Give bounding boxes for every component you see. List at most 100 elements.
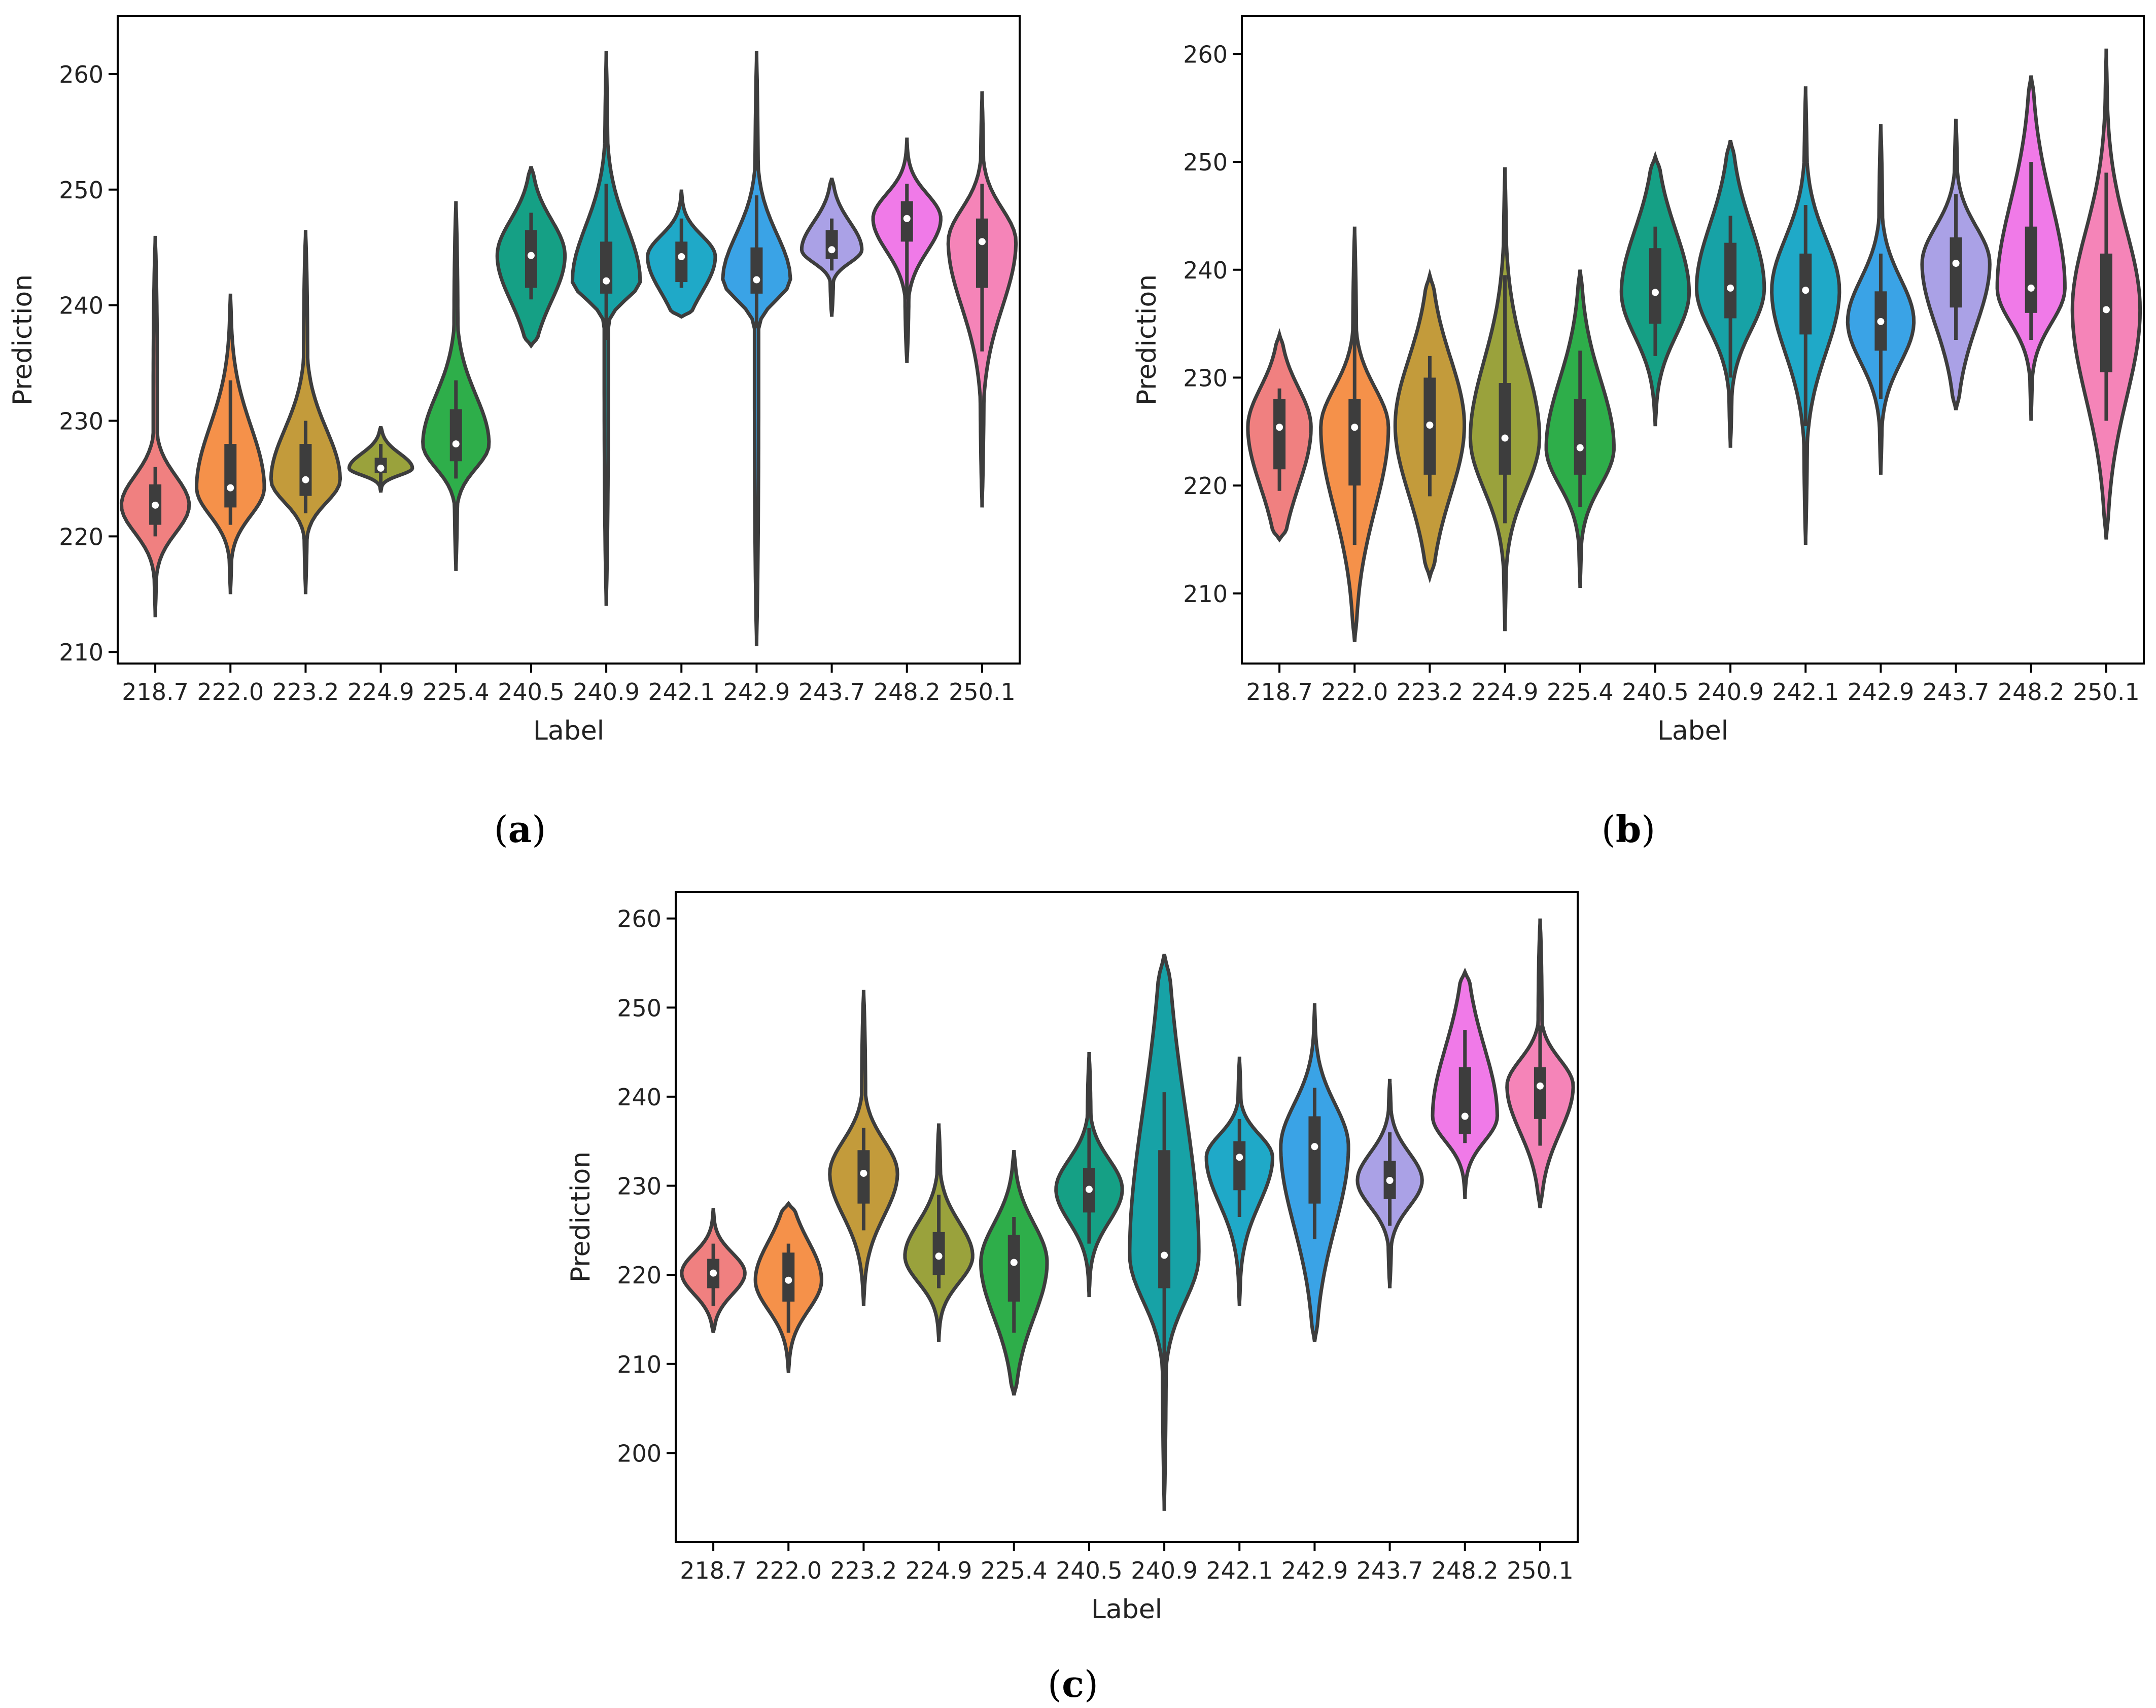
violin-median [1461,1112,1469,1120]
y-tick-label: 230 [59,408,103,435]
x-tick-label: 243.7 [1357,1557,1423,1584]
panel-a-plot: 210 220 230 240 250 260 218.7 222.0 223.2 224.9 22… [8,15,1021,746]
violin-median [1727,284,1734,292]
violin-iqr-box [675,241,688,283]
violin-iqr-box [976,218,988,288]
violin-median [152,501,159,509]
violin-median [978,238,986,246]
violin-median [527,252,535,259]
violin-240.9 [1128,954,1201,1511]
x-tick-label: 248.2 [874,678,941,706]
violin-median [903,215,911,222]
y-axis-label: Prediction [8,274,38,405]
violin-242.1 [1204,1056,1274,1306]
violin-median [2102,306,2110,313]
plot-frame [675,891,1579,1543]
violin-iqr-box [1158,1150,1171,1288]
panel-c-plot: 200 210 220 230 240 250 260 218.7 222.0 223.2 224.… [566,891,1579,1625]
x-tick-label: 218.7 [680,1557,747,1584]
violin-iqr-box [224,444,237,508]
violin-iqr-box [299,444,312,496]
violin-225.4 [421,201,491,571]
x-tick-label: 218.7 [1246,678,1313,706]
violin-median [227,484,234,492]
violin-248.2 [1431,967,1500,1199]
x-tick-label: 225.4 [1547,678,1614,706]
violin-median [785,1276,792,1284]
violin-median [1877,318,1885,325]
violin-243.7 [1920,118,1992,410]
x-tick-label: 242.1 [1772,678,1839,706]
x-tick-label: 240.9 [1131,1557,1198,1584]
violin-median [452,440,460,448]
x-tick-label: 242.9 [1281,1557,1348,1584]
violin-median [753,276,760,284]
violin-224.9 [347,426,414,493]
x-tick-label: 223.2 [1397,678,1464,706]
violin-iqr-box [825,230,838,259]
x-tick-label: 248.2 [1432,1557,1499,1584]
y-tick-label: 220 [617,1262,662,1289]
x-tick-label: 240.5 [1622,678,1689,706]
violin-240.5 [1619,151,1691,427]
x-tick-label: 224.9 [906,1557,972,1584]
violin-240.9 [570,51,642,606]
violin-median [1802,287,1810,294]
violin-222.0 [753,1201,823,1373]
x-tick-label: 250.1 [949,678,1016,706]
violin-223.2 [1393,268,1467,584]
x-tick-label: 242.1 [1206,1557,1273,1584]
y-tick-label: 250 [59,177,103,204]
violin-iqr-box [2025,226,2037,313]
violin-240.5 [495,166,567,349]
x-tick-label: 242.1 [648,678,715,706]
x-tick-label: 222.0 [197,678,264,706]
violin-iqr-box [1534,1067,1546,1119]
y-tick-label: 210 [59,639,103,666]
y-tick-label: 230 [1183,364,1228,392]
panel-a-label: (a) [494,808,546,851]
violin-iqr-box [1574,399,1586,475]
violin-median [2027,284,2035,292]
violin-body [269,230,342,595]
violin-median [1236,1154,1243,1161]
violin-median [828,246,836,254]
violin-242.9 [721,51,792,646]
violin-240.9 [1694,140,1766,448]
violin-222.0 [1319,226,1390,642]
violin-iqr-box [1499,383,1511,475]
y-tick-label: 240 [1183,257,1228,284]
violin-median [710,1269,717,1277]
x-tick-label: 224.9 [347,678,414,706]
violin-iqr-box [750,247,763,294]
violin-median [1010,1259,1018,1266]
violin-224.9 [903,1123,975,1342]
violin-250.1 [2070,48,2142,540]
violin-median [1386,1176,1394,1184]
violin-median [302,476,309,483]
violin-223.2 [828,990,899,1306]
violin-250.1 [946,91,1018,508]
violin-median [1161,1251,1168,1259]
violin-242.1 [1770,86,1841,545]
violin-iqr-box [1007,1235,1020,1302]
violin-median [377,464,385,472]
x-tick-label: 224.9 [1472,678,1539,706]
violin-225.4 [1544,269,1616,588]
plot-frame [117,15,1021,665]
x-tick-label: 250.1 [1507,1557,1574,1584]
x-tick-label: 250.1 [2073,678,2140,706]
y-tick-label: 260 [59,61,103,88]
violin-222.0 [195,293,266,595]
panel-b-plot: 210 220 230 240 250 260 218.7 222.0 223.2 224.9 22… [1132,15,2145,746]
violin-median [1311,1143,1318,1151]
violin-iqr-box [1348,399,1361,486]
violin-median [1952,260,1960,267]
y-tick-label: 210 [617,1351,662,1378]
x-axis-label: Label [533,716,604,746]
y-tick-label: 260 [1183,41,1228,68]
x-tick-label: 240.5 [498,678,565,706]
violin-median [935,1252,943,1260]
violin-243.7 [1355,1078,1424,1288]
violin-iqr-box [1799,253,1812,335]
